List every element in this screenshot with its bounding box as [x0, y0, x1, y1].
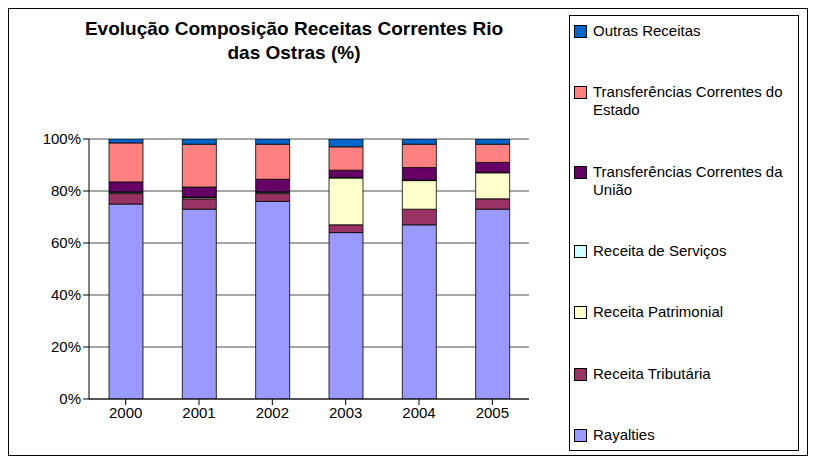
svg-text:80%: 80%: [51, 182, 81, 199]
svg-text:0%: 0%: [59, 390, 81, 407]
svg-text:2002: 2002: [256, 404, 289, 421]
html-text:Receita Patrimonial: Receita Patrimonial: [593, 303, 724, 321]
html-text:Receita de Serviços: Receita de Serviços: [593, 242, 727, 259]
html-text:Outras Receitas: Outras Receitas: [593, 22, 701, 39]
svg-text:2001: 2001: [182, 404, 215, 421]
svg-text:60%: 60%: [51, 234, 81, 251]
svg-text:100%: 100%: [43, 130, 81, 147]
html-text:Transferências Correntes do Es: Transferências Correntes do Estado: [593, 83, 783, 119]
svg-text:40%: 40%: [51, 286, 81, 303]
html-text:Rayalties: Rayalties: [593, 426, 655, 443]
html-text:Receita Tributária: Receita Tributária: [593, 364, 711, 382]
svg-text:20%: 20%: [51, 338, 81, 355]
svg-text:2005: 2005: [476, 404, 509, 421]
svg-text:2000: 2000: [109, 404, 142, 421]
html-text:Evolução Composição Receitas C: Evolução Composição Receitas Correntes R…: [84, 18, 504, 63]
svg-text:2004: 2004: [402, 404, 435, 421]
html-text:Transferências Correntes da Un: Transferências Correntes da União: [593, 162, 783, 198]
svg-text:2003: 2003: [329, 404, 362, 421]
